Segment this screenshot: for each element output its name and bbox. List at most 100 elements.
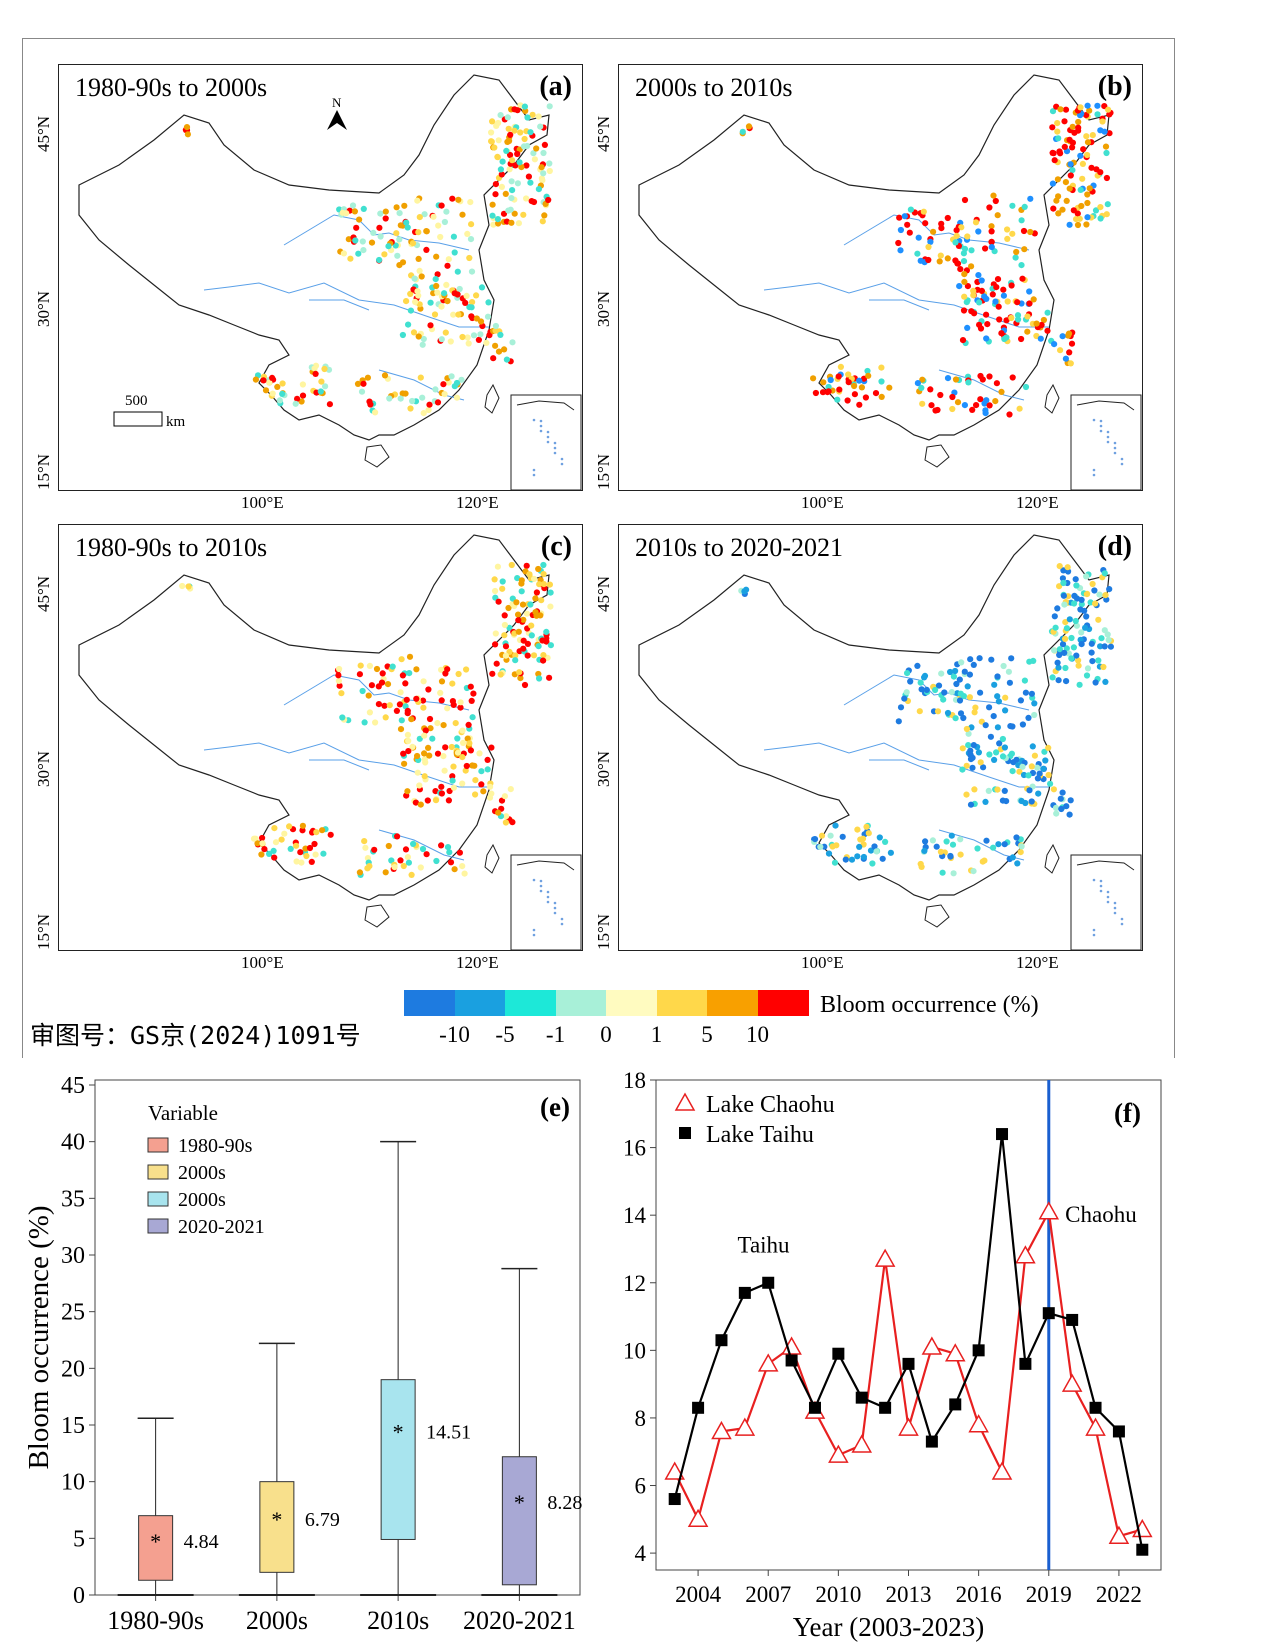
lake-point bbox=[468, 304, 475, 311]
x-tick-label: 2010 bbox=[815, 1582, 861, 1607]
scale-unit: km bbox=[166, 414, 186, 430]
y-tick-label: 6 bbox=[635, 1474, 647, 1499]
map-svg bbox=[638, 534, 1142, 950]
lake-point bbox=[266, 850, 273, 857]
lake-point bbox=[961, 196, 969, 204]
y-tick-label: 35 bbox=[61, 1186, 85, 1212]
lake-point bbox=[1035, 790, 1042, 797]
lake-point bbox=[435, 222, 442, 229]
lake-point bbox=[938, 670, 945, 677]
river-line bbox=[283, 674, 470, 711]
lake-point bbox=[934, 406, 941, 414]
lake-point bbox=[860, 853, 867, 861]
mean-label: 6.79 bbox=[305, 1509, 340, 1531]
lake-point bbox=[1006, 679, 1013, 686]
y-tick-label: 4 bbox=[635, 1541, 647, 1566]
lake-point bbox=[417, 864, 424, 871]
lake-point bbox=[521, 135, 528, 143]
inset-coast bbox=[516, 400, 575, 411]
lake-point bbox=[818, 832, 826, 839]
legend-label: Lake Taihu bbox=[706, 1122, 814, 1148]
lake-point bbox=[252, 376, 259, 383]
lake-point bbox=[992, 197, 999, 205]
lake-point bbox=[472, 777, 479, 784]
lake-point bbox=[998, 388, 1005, 395]
lake-point bbox=[988, 228, 995, 235]
lake-point bbox=[524, 114, 531, 121]
legend-marker bbox=[674, 1092, 696, 1111]
lake-point bbox=[438, 303, 445, 310]
lake-point bbox=[535, 186, 542, 193]
lake-point bbox=[993, 749, 1000, 756]
lake-point bbox=[535, 643, 542, 650]
lake-point bbox=[459, 727, 466, 734]
lake-point bbox=[1077, 606, 1084, 613]
lake-point bbox=[1075, 124, 1082, 131]
colorbar-tick-label: 10 bbox=[746, 1022, 769, 1047]
lake-point bbox=[340, 250, 347, 257]
lake-point bbox=[1088, 649, 1095, 656]
lake-point bbox=[996, 740, 1003, 747]
lake-point bbox=[393, 230, 400, 237]
lake-point bbox=[871, 843, 878, 850]
lake-point bbox=[999, 797, 1006, 804]
lake-point bbox=[462, 299, 469, 306]
lake-point bbox=[977, 689, 984, 696]
lake-point bbox=[1054, 176, 1061, 183]
lake-point bbox=[502, 652, 509, 659]
map-title: 1980-90s to 2000s bbox=[75, 73, 268, 102]
lake-point bbox=[532, 595, 539, 602]
lake-point bbox=[970, 287, 977, 294]
lake-point bbox=[421, 211, 428, 218]
lake-point bbox=[536, 675, 543, 682]
legend-swatch bbox=[147, 1137, 169, 1153]
lake-point bbox=[915, 234, 922, 241]
lake-point bbox=[854, 826, 861, 833]
inset-island bbox=[1106, 440, 1110, 444]
lake-point bbox=[490, 355, 497, 362]
lake-point bbox=[393, 707, 400, 714]
lake-point bbox=[540, 581, 547, 588]
lake-point bbox=[511, 210, 518, 217]
lake-point bbox=[508, 178, 515, 185]
lake-point bbox=[527, 179, 534, 186]
lake-point bbox=[361, 838, 368, 845]
lake-point bbox=[477, 318, 485, 325]
lake-point bbox=[958, 224, 965, 231]
lake-point bbox=[994, 276, 1002, 283]
lake-point bbox=[360, 205, 367, 212]
lat-label: 30°N bbox=[34, 290, 53, 328]
lake-point bbox=[492, 630, 499, 637]
lake-point bbox=[470, 690, 477, 697]
lake-point bbox=[1103, 174, 1110, 182]
lake-point bbox=[1061, 143, 1068, 150]
lake-point bbox=[506, 166, 513, 173]
colorbar-swatch bbox=[656, 990, 708, 1016]
boxplot-chart: 0 5 10 15 20 25 30 35 40 45 Bloom occurrence (%) 19… bbox=[23, 1073, 582, 1635]
lake-point bbox=[1050, 786, 1057, 793]
lake-point bbox=[456, 849, 463, 856]
lake-point bbox=[276, 397, 283, 404]
lake-point bbox=[1088, 164, 1095, 171]
lake-point bbox=[461, 870, 468, 877]
lake-point bbox=[492, 322, 499, 330]
lake-point bbox=[292, 400, 299, 407]
lake-point bbox=[398, 717, 405, 724]
lake-point bbox=[973, 402, 980, 409]
lake-point bbox=[297, 849, 304, 856]
lake-point bbox=[495, 598, 502, 605]
lake-point bbox=[523, 562, 530, 569]
lake-point bbox=[497, 331, 504, 338]
lake-point bbox=[399, 331, 406, 339]
lake-point bbox=[925, 243, 932, 251]
lake-point bbox=[528, 622, 535, 629]
lake-point bbox=[1083, 112, 1090, 119]
taihu-point bbox=[762, 1276, 775, 1289]
lake-point bbox=[1062, 619, 1069, 626]
inset-island bbox=[553, 911, 557, 915]
lake-point bbox=[382, 869, 389, 876]
lake-point bbox=[531, 156, 538, 163]
lake-point bbox=[483, 339, 490, 346]
inset-island bbox=[532, 878, 536, 882]
lake-point bbox=[1067, 172, 1074, 179]
